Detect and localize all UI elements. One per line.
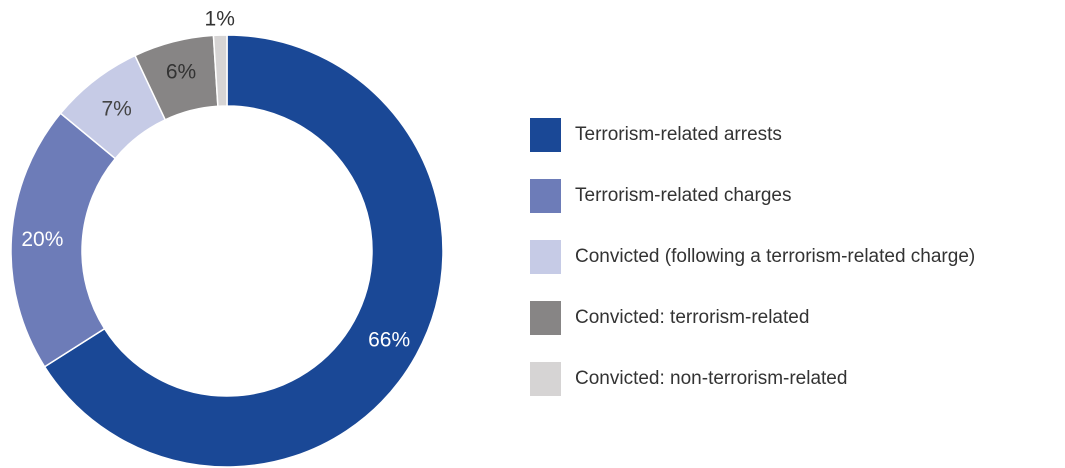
legend-item-arrests: Terrorism-related arrests: [530, 117, 975, 153]
legend-item-convicted-terrorism: Convicted: terrorism-related: [530, 300, 975, 336]
legend-item-charges: Terrorism-related charges: [530, 178, 975, 214]
slice-label-convicted-terrorism: 6%: [166, 60, 196, 83]
chart-legend: Terrorism-related arrests Terrorism-rela…: [530, 117, 975, 422]
legend-item-convicted-non-terrorism: Convicted: non-terrorism-related: [530, 361, 975, 397]
legend-swatch: [530, 179, 561, 213]
slice-labels: 66% 20% 7% 6% 1%: [21, 8, 410, 352]
legend-swatch: [530, 240, 561, 274]
legend-item-convicted-following-charge: Convicted (following a terrorism-related…: [530, 239, 975, 275]
legend-label: Convicted: non-terrorism-related: [575, 368, 848, 389]
slice-label-convicted-following-charge: 7%: [101, 97, 131, 120]
legend-label: Convicted (following a terrorism-related…: [575, 246, 976, 267]
slice-label-charges: 20%: [21, 228, 63, 251]
slice-convicted-non-terrorism: [212, 34, 228, 108]
donut-slices: [10, 34, 444, 468]
legend-swatch: [530, 362, 561, 396]
slice-label-convicted-non-terrorism: 1%: [205, 8, 235, 31]
legend-label: Terrorism-related arrests: [575, 124, 782, 145]
slice-label-arrests: 66%: [368, 329, 410, 352]
legend-swatch: [530, 301, 561, 335]
slice-arrests: [43, 34, 444, 468]
legend-label: Convicted: terrorism-related: [575, 307, 810, 328]
legend-swatch: [530, 118, 561, 152]
legend-label: Terrorism-related charges: [575, 185, 792, 206]
donut-chart: 66% 20% 7% 6% 1%: [10, 8, 444, 468]
